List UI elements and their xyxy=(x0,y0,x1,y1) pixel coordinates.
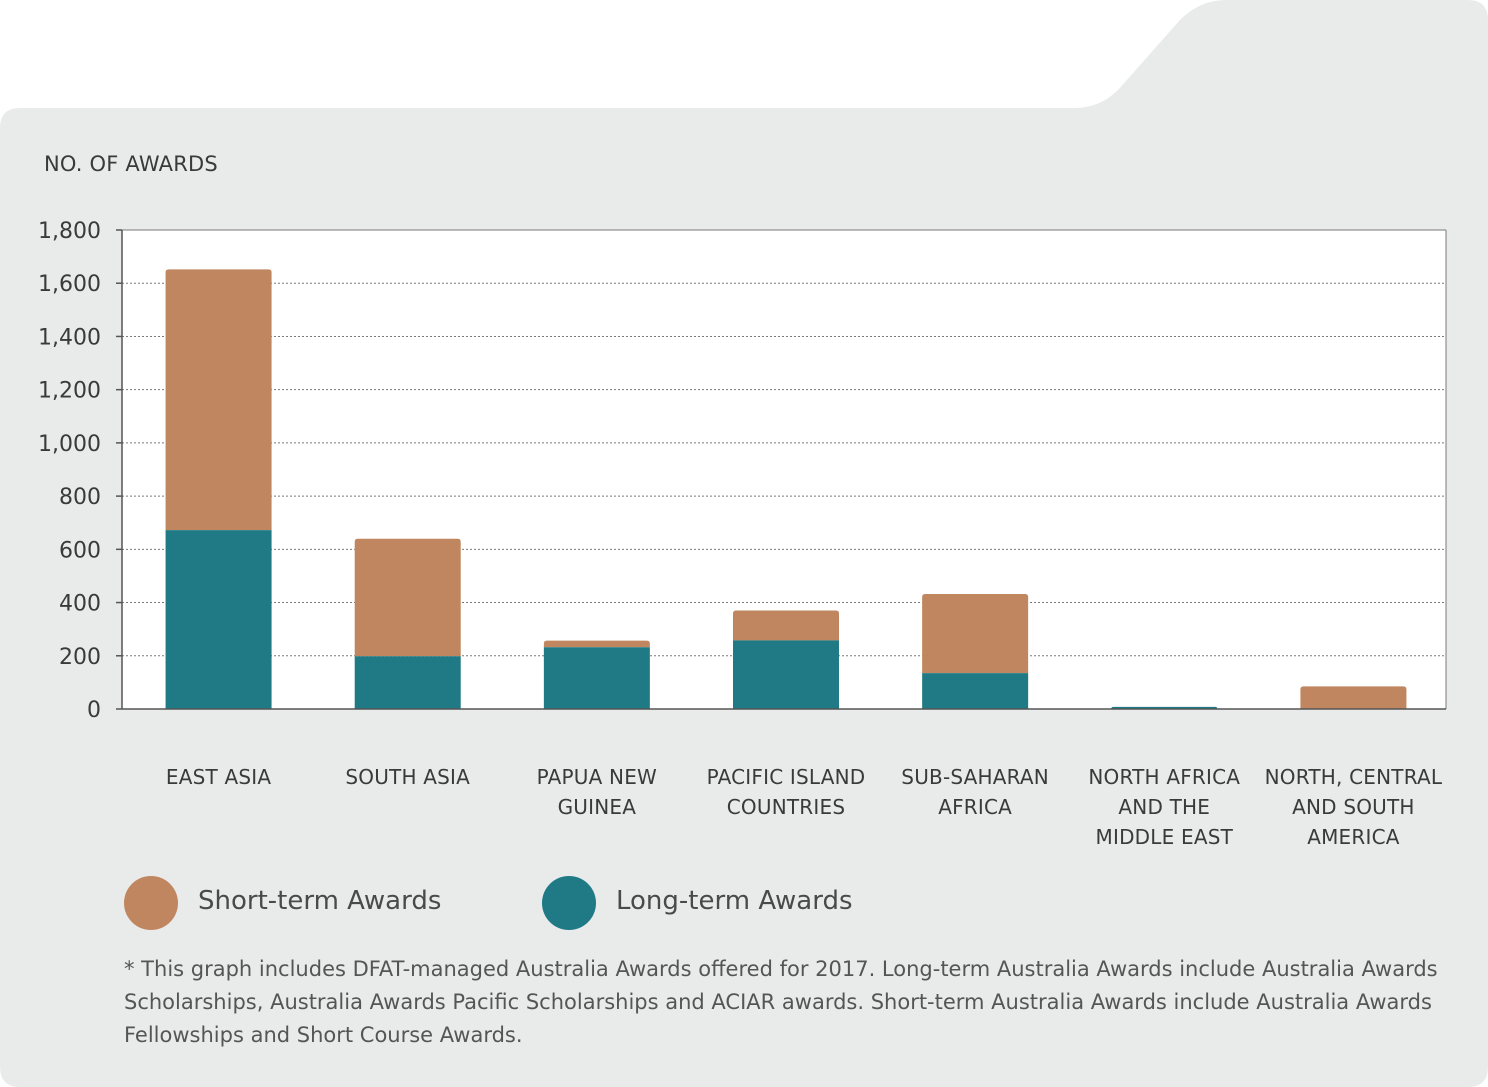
x-tick-label: SOUTH ASIA xyxy=(313,762,503,792)
x-tick-label-line: NORTH, CENTRAL xyxy=(1264,765,1443,789)
legend-label-short-term: Short-term Awards xyxy=(198,886,442,916)
y-axis-title: NO. OF AWARDS xyxy=(44,152,218,176)
bar-long-term xyxy=(922,673,1029,709)
x-tick-label-line: SUB-SAHARAN xyxy=(901,765,1049,789)
legend-label-long-term: Long-term Awards xyxy=(616,886,853,916)
x-tick-label-line: AFRICA xyxy=(938,795,1013,819)
x-tick-label: EAST ASIA xyxy=(124,762,314,792)
y-tick-label: 1,800 xyxy=(38,219,101,244)
x-tick-label-line: NORTH AFRICA xyxy=(1088,765,1241,789)
y-tick-label: 1,400 xyxy=(38,325,101,350)
bar-long-term xyxy=(354,656,461,709)
x-tick-label-line: EAST ASIA xyxy=(165,765,272,789)
y-tick-label: 600 xyxy=(59,538,101,563)
x-tick-label-line: PAPUA NEW xyxy=(536,765,658,789)
bar-short-term xyxy=(543,640,650,648)
bar-short-term xyxy=(733,610,839,641)
y-tick-label: 800 xyxy=(59,485,101,510)
x-tick-label: NORTH, CENTRAL AND SOUTH AMERICA xyxy=(1258,762,1448,852)
x-tick-label: PAPUA NEW GUINEA xyxy=(502,762,692,822)
bar-short-term xyxy=(1300,686,1407,709)
y-tick-label: 400 xyxy=(59,592,101,617)
x-tick-label: PACIFIC ISLAND COUNTRIES xyxy=(691,762,881,822)
x-tick-label-line: COUNTRIES xyxy=(726,795,846,819)
legend-swatch-short-term xyxy=(124,876,178,930)
x-tick-label-line: MIDDLE EAST xyxy=(1095,825,1234,849)
x-tick-label-line: PACIFIC ISLAND xyxy=(706,765,866,789)
y-tick-label: 1,200 xyxy=(38,379,101,404)
bar-long-term xyxy=(543,647,650,709)
x-tick-label-line: AND SOUTH xyxy=(1292,795,1415,819)
y-tick-label: 200 xyxy=(59,645,101,670)
x-tick-label: NORTH AFRICA AND THE MIDDLE EAST xyxy=(1069,762,1259,852)
bar-short-term xyxy=(354,538,461,657)
legend-swatch-long-term xyxy=(542,876,596,930)
footnote: * This graph includes DFAT-managed Austr… xyxy=(124,957,1438,1047)
bar-long-term xyxy=(165,530,272,709)
y-tick-label: 0 xyxy=(87,698,101,723)
bar-long-term xyxy=(733,640,839,709)
bar-short-term xyxy=(922,594,1029,674)
bar-short-term xyxy=(165,269,272,531)
x-tick-label-line: SOUTH ASIA xyxy=(345,765,471,789)
x-tick-label-line: AMERICA xyxy=(1307,825,1400,849)
y-tick-label: 1,600 xyxy=(38,272,101,297)
x-tick-label-line: GUINEA xyxy=(557,795,637,819)
x-tick-label: SUB-SAHARAN AFRICA xyxy=(880,762,1070,822)
y-tick-label: 1,000 xyxy=(38,432,101,457)
x-tick-label-line: AND THE xyxy=(1118,795,1211,819)
